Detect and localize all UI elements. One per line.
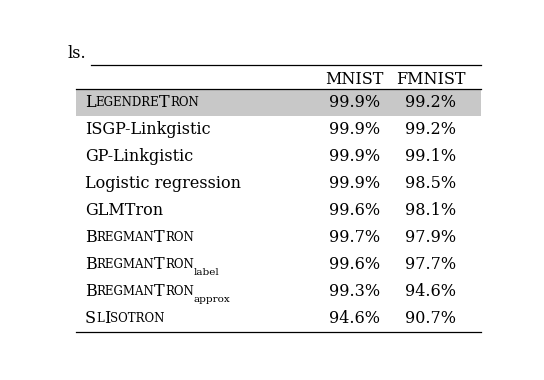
Text: 98.1%: 98.1% xyxy=(405,203,456,219)
Text: T: T xyxy=(159,95,170,111)
Text: 97.7%: 97.7% xyxy=(405,256,456,273)
Text: SOTRON: SOTRON xyxy=(110,312,164,325)
Text: 99.9%: 99.9% xyxy=(329,122,380,138)
Text: 99.9%: 99.9% xyxy=(329,176,380,192)
Text: 99.7%: 99.7% xyxy=(329,230,380,246)
Text: ISGP-Linkgistic: ISGP-Linkgistic xyxy=(85,122,211,138)
Text: T: T xyxy=(154,230,165,246)
Text: Logistic regression: Logistic regression xyxy=(85,176,241,192)
Text: label: label xyxy=(194,268,219,277)
Text: 99.2%: 99.2% xyxy=(405,95,456,111)
Text: approx: approx xyxy=(194,294,231,304)
Text: 90.7%: 90.7% xyxy=(405,310,456,327)
Text: RON: RON xyxy=(170,97,199,109)
Text: 99.2%: 99.2% xyxy=(405,122,456,138)
Text: B: B xyxy=(85,256,97,273)
Text: 94.6%: 94.6% xyxy=(329,310,380,327)
Text: T: T xyxy=(154,256,165,273)
Text: REGMAN: REGMAN xyxy=(97,285,154,298)
Text: RON: RON xyxy=(165,231,194,244)
Text: 99.9%: 99.9% xyxy=(329,149,380,165)
Text: B: B xyxy=(85,283,97,300)
Text: REGMAN: REGMAN xyxy=(97,231,154,244)
Text: GLMTron: GLMTron xyxy=(85,203,163,219)
Text: 94.6%: 94.6% xyxy=(405,283,456,300)
Text: 99.6%: 99.6% xyxy=(329,203,380,219)
Text: MNIST: MNIST xyxy=(325,71,384,88)
Text: ls.: ls. xyxy=(68,45,86,62)
Text: L: L xyxy=(96,312,103,325)
Text: 99.1%: 99.1% xyxy=(405,149,456,165)
Text: 98.5%: 98.5% xyxy=(405,176,456,192)
Text: REGMAN: REGMAN xyxy=(97,258,154,271)
Text: EGENDRE: EGENDRE xyxy=(96,97,159,109)
Text: L: L xyxy=(85,95,96,111)
Text: I: I xyxy=(103,310,110,327)
Text: FMNIST: FMNIST xyxy=(396,71,465,88)
Text: T: T xyxy=(154,283,165,300)
Text: GP-Linkgistic: GP-Linkgistic xyxy=(85,149,193,165)
Text: 99.6%: 99.6% xyxy=(329,256,380,273)
Text: 97.9%: 97.9% xyxy=(405,230,456,246)
Text: RON: RON xyxy=(165,258,194,271)
Text: RON: RON xyxy=(165,285,194,298)
Text: 99.9%: 99.9% xyxy=(329,95,380,111)
Text: B: B xyxy=(85,230,97,246)
Text: 99.3%: 99.3% xyxy=(329,283,380,300)
Bar xyxy=(76,90,481,117)
Text: S: S xyxy=(85,310,96,327)
